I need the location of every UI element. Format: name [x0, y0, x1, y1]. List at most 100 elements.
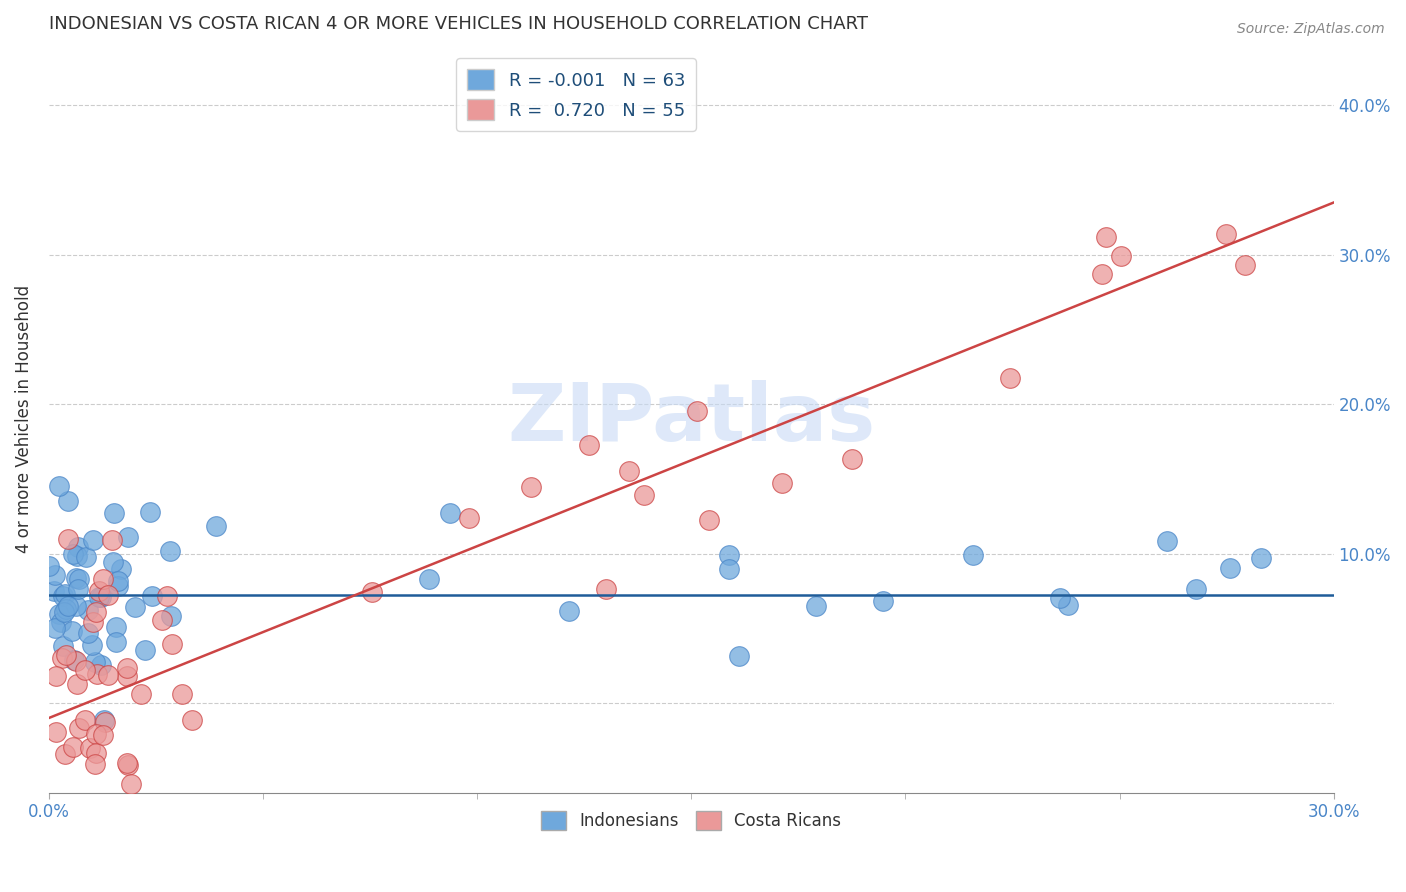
Point — [872, 593, 894, 607]
Point — [84, 605, 107, 619]
Point — [82, 615, 104, 629]
Point — [1219, 561, 1241, 575]
Point — [1095, 230, 1118, 244]
Point — [633, 487, 655, 501]
Point — [86, 667, 108, 681]
Point — [56, 532, 79, 546]
Point — [44, 567, 66, 582]
Point — [134, 642, 156, 657]
Point — [62, 653, 84, 667]
Point — [75, 549, 97, 564]
Point — [62, 547, 84, 561]
Point — [65, 654, 87, 668]
Point — [73, 663, 96, 677]
Point — [150, 613, 173, 627]
Point — [115, 661, 138, 675]
Point — [117, 530, 139, 544]
Point — [131, 687, 153, 701]
Point — [1049, 591, 1071, 605]
Point — [60, 624, 83, 638]
Point — [52, 589, 75, 603]
Point — [457, 511, 479, 525]
Point — [103, 507, 125, 521]
Point — [94, 714, 117, 729]
Point — [107, 574, 129, 589]
Point — [38, 558, 60, 573]
Point — [519, 480, 541, 494]
Point — [139, 505, 162, 519]
Point — [686, 403, 709, 417]
Point — [48, 479, 70, 493]
Point — [120, 777, 142, 791]
Point — [91, 728, 114, 742]
Point — [962, 548, 984, 562]
Point — [63, 863, 86, 877]
Point — [727, 649, 749, 664]
Point — [115, 756, 138, 770]
Point — [100, 533, 122, 548]
Point — [205, 519, 228, 533]
Point — [1156, 534, 1178, 549]
Point — [52, 640, 75, 654]
Point — [159, 609, 181, 624]
Point — [55, 602, 77, 616]
Point — [65, 571, 87, 585]
Point — [1233, 258, 1256, 272]
Point — [156, 589, 179, 603]
Point — [1056, 598, 1078, 612]
Point — [45, 669, 67, 683]
Point — [1250, 550, 1272, 565]
Point — [180, 713, 202, 727]
Point — [48, 607, 70, 622]
Point — [770, 475, 793, 490]
Point — [107, 579, 129, 593]
Point — [361, 585, 384, 599]
Y-axis label: 4 or more Vehicles in Household: 4 or more Vehicles in Household — [15, 285, 32, 553]
Text: INDONESIAN VS COSTA RICAN 4 OR MORE VEHICLES IN HOUSEHOLD CORRELATION CHART: INDONESIAN VS COSTA RICAN 4 OR MORE VEHI… — [49, 15, 868, 33]
Point — [90, 591, 112, 605]
Point — [124, 599, 146, 614]
Point — [159, 543, 181, 558]
Point — [53, 587, 76, 601]
Point — [105, 634, 128, 648]
Point — [66, 582, 89, 597]
Point — [87, 591, 110, 605]
Point — [66, 549, 89, 563]
Point — [66, 676, 89, 690]
Point — [1185, 582, 1208, 596]
Text: ZIPatlas: ZIPatlas — [508, 380, 876, 458]
Point — [97, 588, 120, 602]
Point — [79, 740, 101, 755]
Point — [110, 562, 132, 576]
Point — [42, 583, 65, 598]
Point — [697, 513, 720, 527]
Point — [67, 572, 90, 586]
Point — [117, 669, 139, 683]
Point — [62, 740, 84, 755]
Point — [97, 668, 120, 682]
Point — [83, 655, 105, 669]
Point — [65, 599, 87, 614]
Point — [53, 747, 76, 761]
Point — [841, 451, 863, 466]
Point — [104, 619, 127, 633]
Point — [45, 724, 67, 739]
Point — [58, 599, 80, 614]
Point — [1109, 249, 1132, 263]
Point — [558, 604, 581, 618]
Legend: Indonesians, Costa Ricans: Indonesians, Costa Ricans — [534, 804, 848, 837]
Point — [49, 615, 72, 630]
Point — [718, 549, 741, 563]
Point — [439, 506, 461, 520]
Point — [117, 758, 139, 772]
Point — [52, 605, 75, 619]
Point — [141, 589, 163, 603]
Point — [77, 603, 100, 617]
Point — [998, 371, 1021, 385]
Point — [101, 555, 124, 569]
Point — [595, 582, 617, 596]
Point — [87, 584, 110, 599]
Point — [717, 561, 740, 575]
Point — [93, 713, 115, 727]
Point — [44, 621, 66, 635]
